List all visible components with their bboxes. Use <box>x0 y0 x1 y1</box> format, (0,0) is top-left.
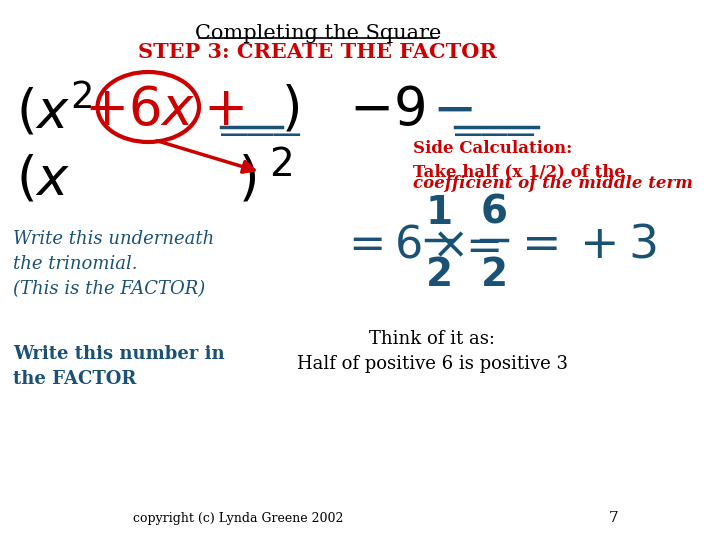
Text: Write this underneath
the trinomial.
(This is the FACTOR): Write this underneath the trinomial. (Th… <box>13 230 215 298</box>
Text: $)$: $)$ <box>238 154 256 206</box>
Text: $=+3$: $=+3$ <box>512 222 656 267</box>
Text: ___: ___ <box>220 84 300 136</box>
Text: 1: 1 <box>426 194 453 232</box>
Text: Completing the Square: Completing the Square <box>194 24 441 43</box>
Text: $- 9$: $- 9$ <box>348 84 425 136</box>
Text: ___: ___ <box>454 84 534 136</box>
Text: 2: 2 <box>426 256 453 294</box>
Text: $2$: $2$ <box>269 146 292 184</box>
Text: $+ 6x +$: $+ 6x +$ <box>84 84 243 136</box>
Text: Write this number in
the FACTOR: Write this number in the FACTOR <box>13 345 225 388</box>
Text: coefficient of the middle term: coefficient of the middle term <box>413 175 693 192</box>
Text: 7: 7 <box>608 511 618 525</box>
Text: Think of it as:
Half of positive 6 is positive 3: Think of it as: Half of positive 6 is po… <box>297 330 568 373</box>
Text: $(x$: $(x$ <box>16 154 70 206</box>
Text: 6: 6 <box>481 194 508 232</box>
Text: $= 6 \times$: $= 6 \times$ <box>340 224 464 267</box>
Text: $(x^2$: $(x^2$ <box>16 81 92 139</box>
Text: $)$: $)$ <box>281 84 299 136</box>
Text: copyright (c) Lynda Greene 2002: copyright (c) Lynda Greene 2002 <box>133 512 343 525</box>
Text: $=$: $=$ <box>457 224 500 267</box>
Text: $-$: $-$ <box>433 84 473 136</box>
Text: 2: 2 <box>481 256 508 294</box>
Text: Side Calculation:
Take half (x 1/2) of the: Side Calculation: Take half (x 1/2) of t… <box>413 140 625 180</box>
Text: STEP 3: CREATE THE FACTOR: STEP 3: CREATE THE FACTOR <box>138 42 497 62</box>
